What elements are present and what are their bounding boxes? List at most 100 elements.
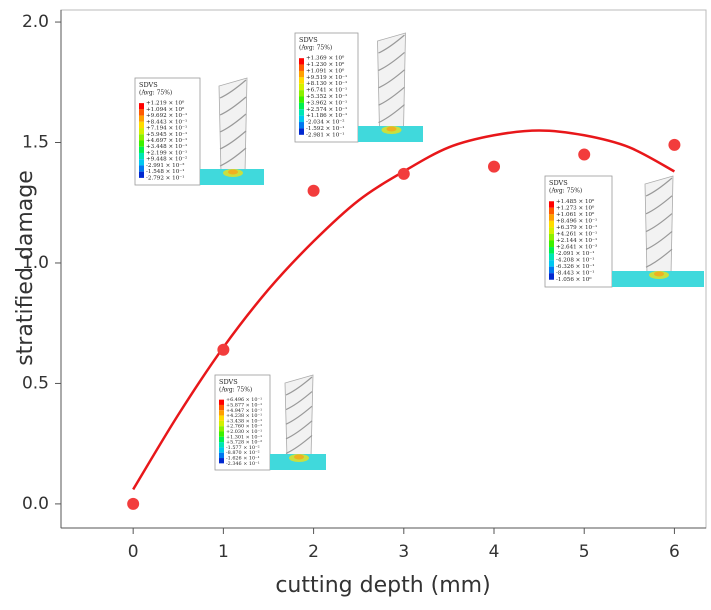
inset-swatch — [549, 260, 554, 267]
x-tick-label: 0 — [128, 542, 139, 562]
inset-level: +2.144 × 10⁻¹ — [556, 237, 597, 244]
inset-swatch — [139, 103, 144, 109]
inset-level: +4.261 × 10⁻¹ — [556, 230, 597, 237]
inset-level: -2.346 × 10⁻¹ — [226, 461, 260, 467]
inset-swatch — [549, 273, 554, 280]
inset-title: SDVS — [219, 378, 238, 386]
inset-subtitle: (Avg: 75%) — [139, 90, 172, 97]
x-tick-label: 1 — [218, 542, 229, 562]
inset-swatch — [139, 122, 144, 128]
inset-swatch — [139, 165, 144, 171]
inset-level: +3.448 × 10⁻¹ — [146, 143, 187, 150]
inset-title: SDVS — [549, 179, 568, 187]
drill-body — [645, 176, 673, 280]
y-tick-label: 0.0 — [22, 494, 49, 514]
inset-level: -1.592 × 10⁻¹ — [306, 125, 344, 132]
inset-level: +9.692 × 10⁻¹ — [146, 112, 187, 119]
inset-level: +8.496 × 10⁻¹ — [556, 217, 597, 224]
damage-core — [387, 127, 397, 132]
x-tick-label: 3 — [398, 542, 409, 562]
inset-swatch — [139, 109, 144, 115]
inset-swatch — [299, 71, 304, 77]
inset-level: +2.641 × 10⁻³ — [556, 244, 597, 251]
inset-level: +1.186 × 10⁻¹ — [306, 112, 347, 119]
inset-level: -1.548 × 10⁻¹ — [146, 168, 184, 175]
inset-swatch — [299, 122, 304, 128]
data-point — [217, 344, 229, 356]
y-tick-label: 1.5 — [22, 133, 49, 153]
inset-level: -2.792 × 10⁻¹ — [146, 174, 184, 181]
x-tick-label: 6 — [669, 542, 680, 562]
inset-swatch — [219, 410, 224, 415]
drill-body — [378, 33, 406, 135]
inset-swatch — [549, 208, 554, 215]
inset-level: -2.091 × 10⁻¹ — [556, 250, 594, 257]
inset-level: -8.443 × 10⁻¹ — [556, 270, 594, 277]
damage-core — [228, 170, 238, 175]
inset-level: +2.199 × 10⁻¹ — [146, 149, 187, 156]
inset-level: -2.991 × 10⁻² — [146, 162, 184, 169]
inset-level: -2.034 × 10⁻² — [306, 119, 344, 126]
inset-level: -4.208 × 10⁻¹ — [556, 257, 594, 264]
inset-swatch — [299, 103, 304, 109]
inset-swatch — [219, 405, 224, 410]
inset-level: -2.981 × 10⁻¹ — [306, 131, 344, 138]
data-point — [488, 161, 500, 173]
inset: SDVS(Avg: 75%)+1.219 × 10⁰+1.094 × 10⁰+9… — [135, 78, 264, 185]
x-tick-label: 5 — [579, 542, 590, 562]
inset-swatch — [219, 447, 224, 452]
inset-swatch — [139, 159, 144, 165]
inset-swatch — [299, 109, 304, 115]
data-point — [127, 498, 139, 510]
inset-swatch — [219, 437, 224, 442]
inset-level: -1.056 × 10⁰ — [556, 276, 592, 283]
inset-level: +8.443 × 10⁻¹ — [146, 118, 187, 125]
inset-swatch — [139, 141, 144, 147]
inset-swatch — [219, 453, 224, 458]
inset-swatch — [549, 234, 554, 241]
inset-level: +8.130 × 10⁻¹ — [306, 80, 347, 87]
x-axis-label: cutting depth (mm) — [275, 573, 490, 598]
inset-swatch — [299, 97, 304, 103]
inset-swatch — [219, 458, 224, 463]
inset-swatch — [549, 201, 554, 208]
inset-swatch — [549, 221, 554, 228]
inset-swatch — [549, 227, 554, 234]
data-point — [668, 139, 680, 151]
inset-level: +3.962 × 10⁻¹ — [306, 99, 347, 106]
inset-level: +1.094 × 10⁰ — [146, 106, 185, 113]
y-tick-label: 0.5 — [22, 373, 49, 393]
inset-swatch — [299, 77, 304, 83]
inset-level: +1.091 × 10⁰ — [306, 67, 345, 74]
inset-swatch — [219, 442, 224, 447]
inset-swatch — [549, 267, 554, 274]
inset-swatch — [139, 134, 144, 140]
inset-swatch — [299, 65, 304, 71]
inset-swatch — [299, 116, 304, 122]
y-tick-label: 1.0 — [22, 253, 49, 273]
drill-body — [219, 78, 247, 178]
inset-swatch — [139, 147, 144, 153]
inset-swatch — [549, 254, 554, 261]
data-point — [578, 149, 590, 161]
data-point — [398, 168, 410, 180]
inset-swatch — [299, 84, 304, 90]
inset-swatch — [139, 172, 144, 178]
inset-swatch — [299, 90, 304, 96]
inset-swatch — [549, 247, 554, 254]
inset-subtitle: (Avg: 75%) — [549, 188, 582, 195]
inset-subtitle: (Avg: 75%) — [299, 45, 332, 52]
x-tick-label: 4 — [489, 542, 500, 562]
inset-swatch — [139, 128, 144, 134]
inset-level: +9.519 × 10⁻¹ — [306, 74, 347, 81]
x-tick-label: 2 — [308, 542, 319, 562]
inset-title: SDVS — [139, 81, 158, 89]
chart: cutting depth (mm) stratified damage 012… — [0, 0, 711, 610]
inset-swatch — [219, 416, 224, 421]
data-point — [308, 185, 320, 197]
inset-level: +6.379 × 10⁻¹ — [556, 224, 597, 231]
inset-level: -6.326 × 10⁻¹ — [556, 263, 594, 270]
inset-level: +1.230 × 10⁰ — [306, 61, 345, 68]
inset-level: +7.194 × 10⁻¹ — [146, 125, 187, 132]
inset-level: +9.448 × 10⁻² — [146, 156, 187, 163]
